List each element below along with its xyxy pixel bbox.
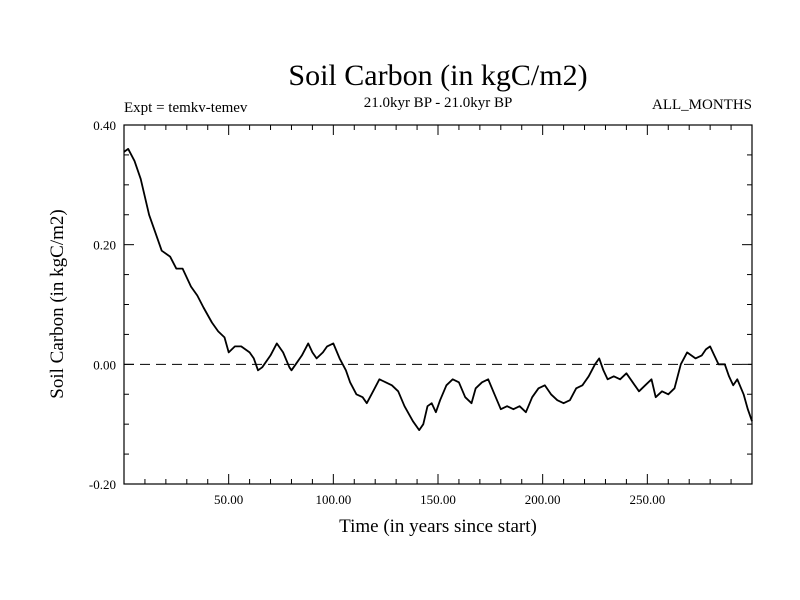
period-label: 21.0kyr BP - 21.0kyr BP xyxy=(364,95,513,111)
y-tick-label: 0.00 xyxy=(93,357,116,372)
x-axis-ticks: 50.00 100.00 150.00 200.00 250.00 xyxy=(144,125,732,507)
y-tick-label: 0.40 xyxy=(93,118,116,133)
x-axis-label: Time (in years since start) xyxy=(339,516,537,537)
months-label: ALL_MONTHS xyxy=(652,97,752,113)
x-tick-label: 200.00 xyxy=(525,492,561,507)
y-axis-label: Soil Carbon (in kgC/m2) xyxy=(47,209,68,398)
x-tick-label: 250.00 xyxy=(629,492,665,507)
x-tick-label: 100.00 xyxy=(315,492,351,507)
expt-label: Expt = temkv-temev xyxy=(124,100,248,116)
x-tick-label: 150.00 xyxy=(420,492,456,507)
plot-frame xyxy=(123,124,753,485)
y-axis-ticks: -0.20 0.00 0.20 0.40 xyxy=(89,118,752,492)
y-tick-label: 0.20 xyxy=(93,238,116,253)
y-tick-label: -0.20 xyxy=(89,477,116,492)
chart-title: Soil Carbon (in kgC/m2) xyxy=(288,59,587,92)
x-tick-label: 50.00 xyxy=(214,492,243,507)
plot-area xyxy=(123,124,753,485)
soil-carbon-series-line xyxy=(123,147,753,432)
